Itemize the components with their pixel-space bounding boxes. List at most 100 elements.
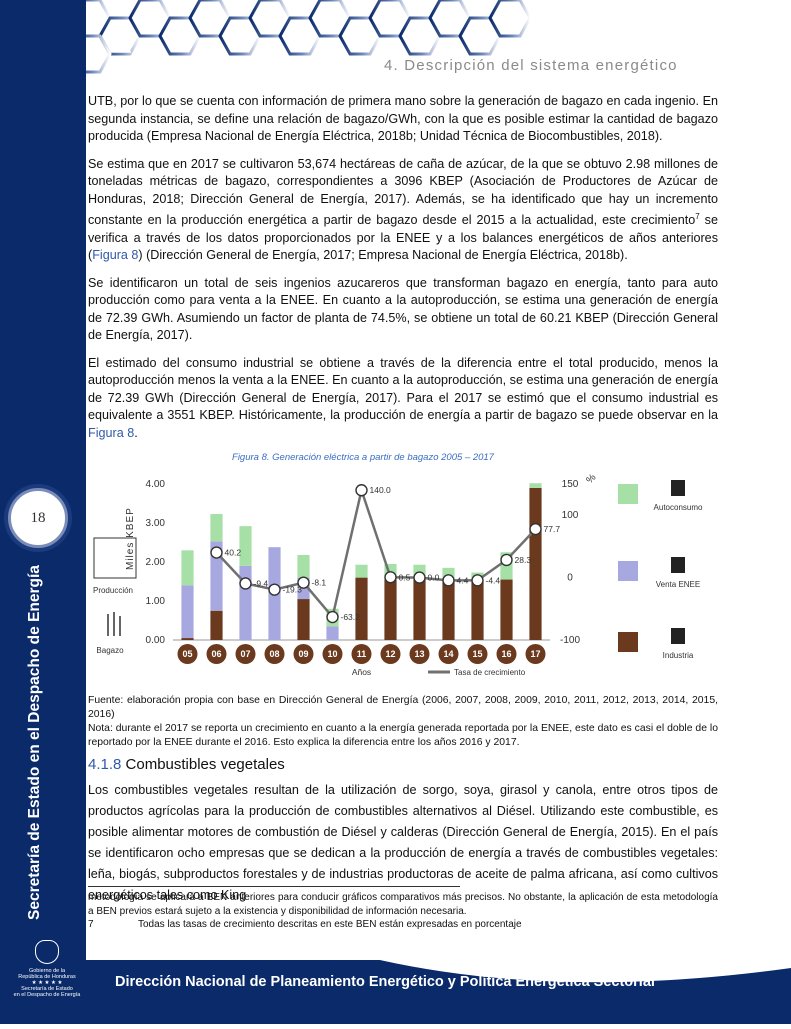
growth-data-label: 0.0 xyxy=(428,573,440,583)
growth-data-label: -9.4 xyxy=(254,578,269,588)
paragraph-4-1-8: Los combustibles vegetales resultan de l… xyxy=(88,783,718,902)
bar-autoconsumo xyxy=(181,550,194,586)
legend-icon-venta-enee xyxy=(671,557,685,573)
footnote-ref-7[interactable]: 7 xyxy=(695,212,700,221)
growth-point xyxy=(239,577,252,590)
year-label: 15 xyxy=(472,649,482,659)
bar-autoconsumo xyxy=(297,554,310,578)
section-header: 4. Descripción del sistema energético xyxy=(384,57,678,74)
growth-data-label: 40.2 xyxy=(225,548,242,558)
page-number: 18 xyxy=(8,488,68,548)
logo-line-2: República de Honduras xyxy=(18,974,76,980)
year-badge xyxy=(380,644,401,664)
y2-tick-label: -100 xyxy=(560,635,580,646)
year-label: 17 xyxy=(530,649,540,659)
bar-industria xyxy=(529,487,542,640)
bar-industria xyxy=(210,610,223,640)
footnote-7-number: 7 xyxy=(88,919,94,930)
year-badge xyxy=(177,644,198,664)
year-label: 12 xyxy=(385,649,395,659)
y2-tick-label: 100 xyxy=(562,510,579,521)
figure-8-link[interactable]: Figura 8 xyxy=(88,425,135,440)
footnotes: metodología se aplicará a BEN anteriores… xyxy=(88,891,718,932)
figure-8-link[interactable]: Figura 8 xyxy=(92,248,139,263)
government-logo: Gobierno de la República de Honduras ★ ★… xyxy=(8,940,86,998)
y-tick-label: 1.00 xyxy=(146,596,166,607)
growth-data-label: -4.4 xyxy=(486,575,501,585)
section-number: 4.1.8 xyxy=(88,756,126,773)
y-tick-label: 2.00 xyxy=(146,557,166,568)
year-badge xyxy=(496,644,517,664)
growth-point xyxy=(268,583,281,596)
growth-point xyxy=(326,610,339,624)
bar-industria xyxy=(297,599,310,640)
bar-venta-enee xyxy=(326,626,339,640)
figure-8-chart: 4.00 3.00 2.00 1.00 0.00 Miles KBEP 150 100 0 -10… xyxy=(88,466,718,686)
growth-rate-line xyxy=(215,485,537,620)
year-label: 07 xyxy=(240,649,250,659)
section-title: Combustibles vegetales xyxy=(125,756,285,773)
y-tick-label: 3.00 xyxy=(146,518,166,529)
legend-icon-industria xyxy=(671,628,685,644)
legend-swatch-industria xyxy=(618,632,638,652)
growth-point xyxy=(442,574,455,587)
growth-data-label: -8.1 xyxy=(312,578,327,588)
year-badge xyxy=(438,644,459,664)
bar-venta-enee xyxy=(181,585,194,639)
bar-industria xyxy=(384,579,397,640)
sidebar-title: Secretaría de Estado en el Despacho de E… xyxy=(26,565,43,920)
growth-data-label: 0.5 xyxy=(399,572,411,582)
y-tick-label: 0.00 xyxy=(146,635,166,646)
growth-point xyxy=(529,522,542,536)
year-label: 16 xyxy=(501,649,511,659)
logo-line-3: Secretaría de Estado xyxy=(21,986,73,992)
bar-autoconsumo xyxy=(210,514,223,542)
footer-band xyxy=(0,960,791,1024)
year-badge xyxy=(409,644,430,664)
footnote-continuation: metodología se aplicará a BEN anteriores… xyxy=(88,892,718,917)
bar-industria xyxy=(355,577,368,640)
bar-venta-enee xyxy=(210,541,223,611)
footer-text: Dirección Nacional de Planeamiento Energ… xyxy=(115,974,655,990)
figure-source: Fuente: elaboración propia con base en D… xyxy=(88,694,718,750)
y2-unit: % xyxy=(584,472,598,486)
growth-data-label: 4.4 xyxy=(457,575,469,585)
legend-label-venta-enee: Venta ENEE xyxy=(656,580,700,589)
bagasse-label: Bagazo xyxy=(96,646,124,655)
bagasse-icon xyxy=(107,612,121,636)
bar-industria xyxy=(500,579,513,640)
year-badge xyxy=(525,644,546,664)
logo-line-4: en el Despacho de Energía xyxy=(13,992,81,998)
bar-venta-enee xyxy=(239,565,252,640)
paragraph-4: El estimado del consumo industrial se ob… xyxy=(88,355,718,443)
bar-industria xyxy=(413,579,426,640)
footnote-divider xyxy=(88,886,460,887)
y2-tick-label: 150 xyxy=(562,479,579,490)
y-axis-label: Miles KBEP xyxy=(125,507,136,570)
body-text: UTB, por lo que se cuenta con informació… xyxy=(88,93,718,452)
y-tick-label: 4.00 xyxy=(146,479,166,490)
growth-data-label: 140.0 xyxy=(370,485,392,495)
paragraph-4-text-a: El estimado del consumo industrial se ob… xyxy=(88,355,718,423)
bar-autoconsumo xyxy=(529,483,542,488)
source-text: Fuente: elaboración propia con base en D… xyxy=(88,695,718,720)
paragraph-2-text-c: ) (Dirección General de Energía, 2017; E… xyxy=(138,248,628,263)
legend-icon-autoconsumo xyxy=(671,480,685,496)
growth-data-label: -63.2 xyxy=(341,612,361,622)
year-label: 13 xyxy=(414,649,424,659)
section-4-1-8-heading: 4.1.8 Combustibles vegetales xyxy=(88,756,285,773)
growth-point xyxy=(413,571,426,584)
growth-point xyxy=(297,576,310,589)
paragraph-3: Se identificaron un total de seis ingeni… xyxy=(88,275,718,343)
year-badge xyxy=(322,644,343,664)
year-badge xyxy=(351,644,372,664)
year-label: 08 xyxy=(269,649,279,659)
bar-industria xyxy=(471,581,484,640)
y2-tick-label: 0 xyxy=(567,573,573,584)
legend-swatch-autoconsumo xyxy=(618,484,638,504)
growth-point xyxy=(471,574,484,587)
production-label: Producción xyxy=(93,586,133,595)
growth-data-label: 77.7 xyxy=(544,524,561,534)
year-label: 14 xyxy=(443,649,453,659)
paragraph-2-text-a: Se estima que en 2017 se cultivaron 53,6… xyxy=(88,156,718,228)
